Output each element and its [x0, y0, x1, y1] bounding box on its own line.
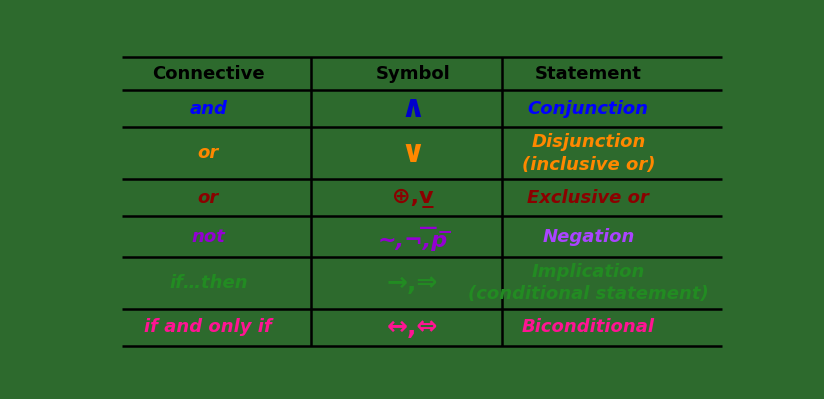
Text: and: and [190, 100, 227, 118]
Text: Exclusive or: Exclusive or [527, 189, 649, 207]
Text: ⊕,v̲: ⊕,v̲ [392, 188, 433, 208]
Text: (conditional statement): (conditional statement) [468, 285, 709, 303]
Text: Conjunction: Conjunction [528, 100, 648, 118]
Text: ~,¬,p̅: ~,¬,p̅ [377, 231, 447, 251]
Text: ∧: ∧ [400, 95, 425, 123]
Text: Symbol: Symbol [376, 65, 450, 83]
Text: ↔,⇔: ↔,⇔ [387, 315, 438, 340]
Text: Implication: Implication [531, 263, 645, 280]
Text: if and only if: if and only if [144, 318, 272, 336]
Text: Connective: Connective [152, 65, 265, 83]
Text: or: or [198, 189, 219, 207]
Text: →,⇒: →,⇒ [387, 271, 438, 295]
Text: if…then: if…then [169, 274, 248, 292]
Text: ∨: ∨ [400, 139, 425, 168]
Text: Negation: Negation [542, 228, 634, 246]
Text: Biconditional: Biconditional [522, 318, 655, 336]
Text: (inclusive or): (inclusive or) [522, 156, 655, 174]
Text: ―: ― [420, 219, 437, 237]
Text: Statement: Statement [535, 65, 642, 83]
Text: Disjunction: Disjunction [531, 133, 645, 151]
Text: or: or [198, 144, 219, 162]
Text: not: not [191, 228, 225, 246]
